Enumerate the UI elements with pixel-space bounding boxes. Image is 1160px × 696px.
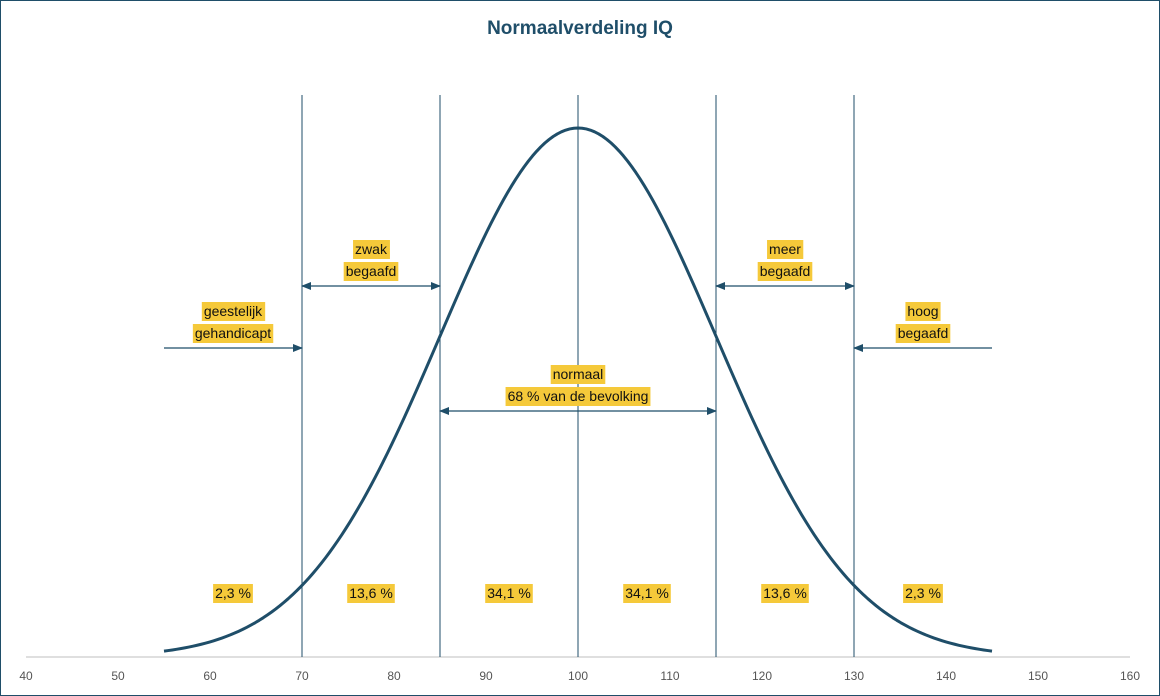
highlight-box (192, 324, 274, 343)
highlight-box (895, 324, 951, 343)
highlight-box (213, 584, 253, 603)
percentage-label: 13,6 % (761, 584, 809, 603)
percentage-label-text: 2,3 % (215, 585, 251, 601)
annotation-label-text: begaafd (346, 263, 397, 279)
percentage-label-text: 13,6 % (763, 585, 807, 601)
highlight-box (761, 584, 809, 603)
annotation-label-text: begaafd (898, 325, 949, 341)
percentage-label-text: 34,1 % (487, 585, 531, 601)
x-tick-label: 50 (111, 669, 125, 683)
x-tick-label: 140 (936, 669, 956, 683)
annotation-label: 68 % van de bevolking (505, 387, 651, 406)
x-tick-label: 60 (203, 669, 217, 683)
highlight-box (767, 240, 804, 259)
annotation-label: normaal (550, 365, 606, 384)
highlight-box (903, 584, 943, 603)
highlight-box (347, 584, 395, 603)
annotation-label-text: hoog (907, 303, 938, 319)
x-tick-label: 70 (295, 669, 309, 683)
x-tick-label: 150 (1028, 669, 1048, 683)
annotation-label-text: zwak (355, 241, 388, 257)
annotation-label: geestelijk (201, 302, 266, 321)
x-tick-label: 120 (752, 669, 772, 683)
annotation-label: gehandicapt (192, 324, 274, 343)
annotation-label-text: geestelijk (204, 303, 263, 319)
percentage-label: 2,3 % (213, 584, 253, 603)
percentage-labels: 2,3 % 13,6 % 34,1 % 34,1 % 13,6 % 2,3 % (213, 584, 943, 603)
annotation-label-text: begaafd (760, 263, 811, 279)
annotation-label: begaafd (343, 262, 399, 281)
annotation-label: meer (767, 240, 804, 259)
highlight-box (757, 262, 813, 281)
x-axis: 40 50 60 70 80 90 100 110 120 130 140 150 160 (19, 656, 1140, 683)
distribution-curve (163, 126, 993, 653)
annotation-label-text: meer (769, 241, 801, 257)
percentage-label: 13,6 % (347, 584, 395, 603)
percentage-label-text: 2,3 % (905, 585, 941, 601)
highlight-box (485, 584, 533, 603)
chart-title: Normaalverdeling IQ (487, 18, 673, 39)
percentage-label: 2,3 % (903, 584, 943, 603)
curve-layer (163, 126, 993, 653)
annotation-label: begaafd (757, 262, 813, 281)
x-tick-label: 40 (19, 669, 33, 683)
annotation-label-text: normaal (553, 366, 604, 382)
annotation-label-text: gehandicapt (195, 325, 271, 341)
x-tick-label: 160 (1120, 669, 1140, 683)
annotations: geestelijk gehandicapt zwak begaafd normaal 6… (164, 240, 992, 415)
highlight-box (343, 262, 399, 281)
x-tick-label: 100 (568, 669, 588, 683)
percentage-label: 34,1 % (623, 584, 671, 603)
annotation-label-text: 68 % van de bevolking (508, 388, 649, 404)
percentage-label: 34,1 % (485, 584, 533, 603)
percentage-label-text: 13,6 % (349, 585, 393, 601)
highlight-box (201, 302, 266, 321)
x-tick-label: 130 (844, 669, 864, 683)
annotation-label: begaafd (895, 324, 951, 343)
highlight-box (353, 240, 390, 259)
highlight-box (550, 365, 606, 384)
highlight-box (505, 387, 651, 406)
annotation-label: hoog (905, 302, 941, 321)
x-tick-label: 90 (479, 669, 493, 683)
boundary-lines (301, 95, 855, 657)
x-tick-label: 80 (387, 669, 401, 683)
percentage-label-text: 34,1 % (625, 585, 669, 601)
annotation-label: zwak (353, 240, 390, 259)
x-tick-label: 110 (660, 669, 679, 683)
highlight-box (623, 584, 671, 603)
highlight-box (905, 302, 941, 321)
